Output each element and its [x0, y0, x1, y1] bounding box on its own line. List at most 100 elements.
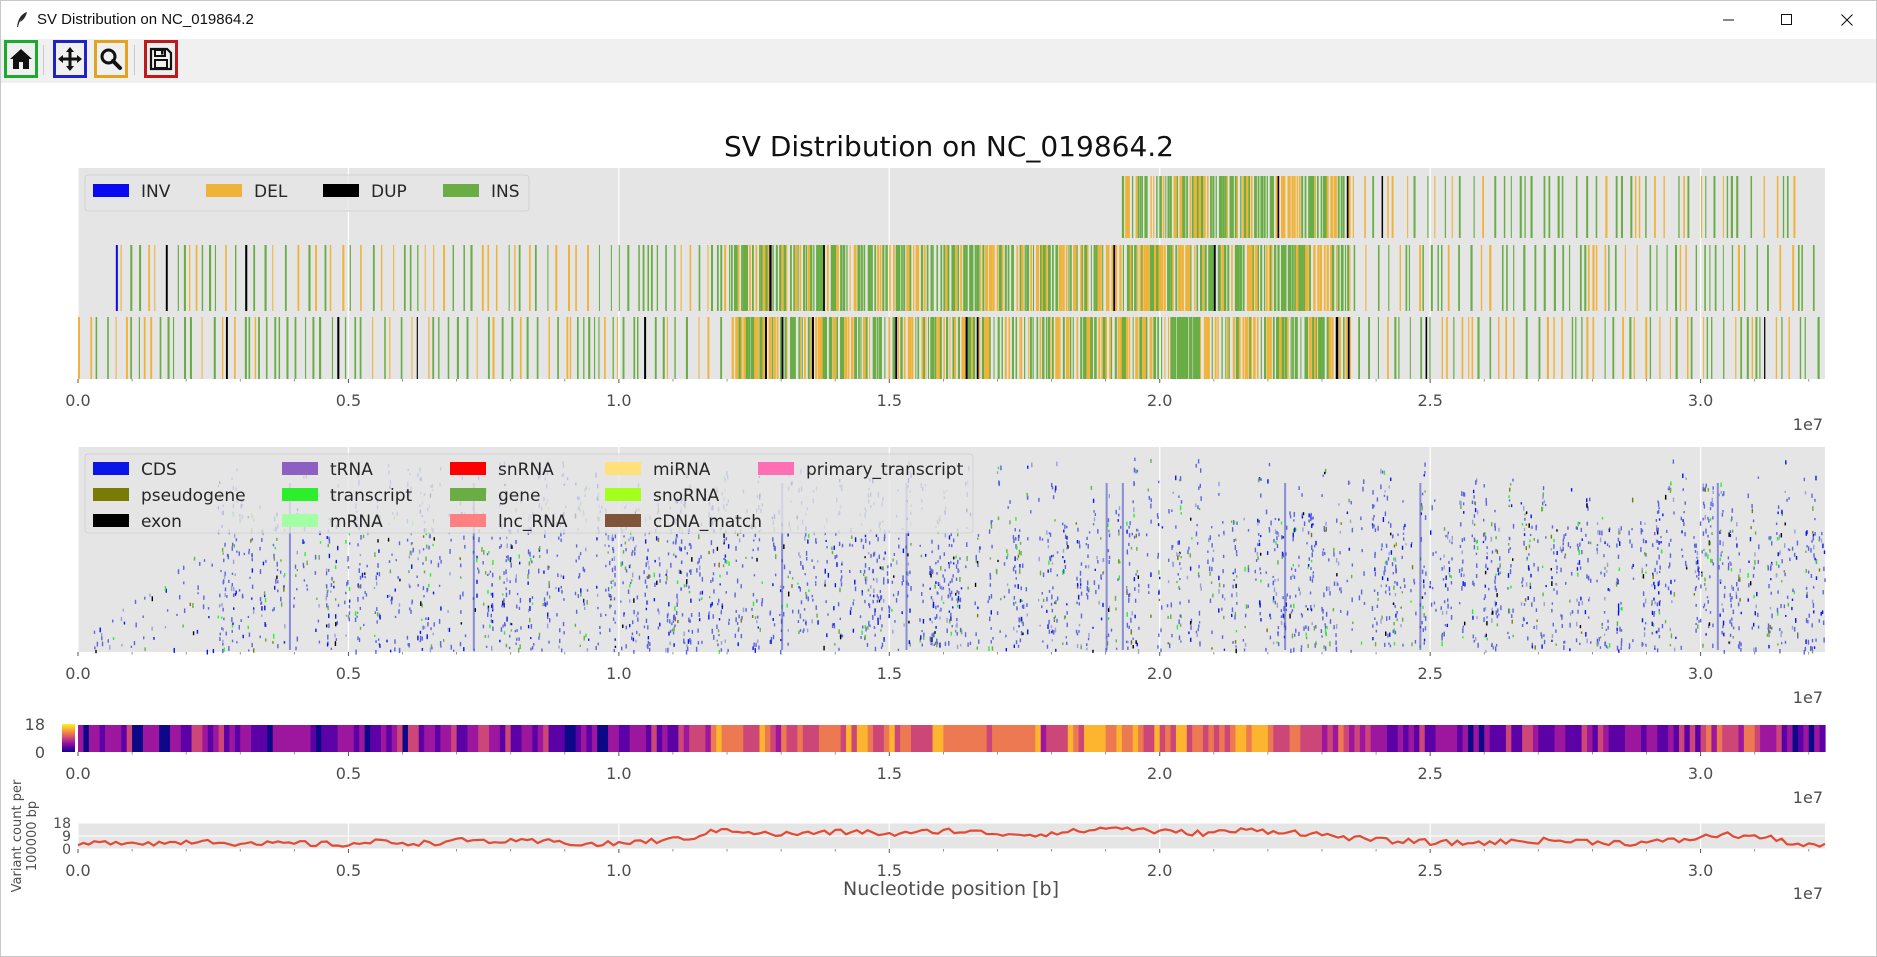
heatmap-cell: [88, 725, 95, 752]
feature-mark: [1395, 613, 1397, 618]
feature-mark: [1150, 519, 1152, 524]
feature-mark: [234, 593, 237, 596]
minimize-button[interactable]: [1701, 1, 1757, 39]
feature-mark: [1767, 629, 1770, 634]
feature-mark: [1396, 610, 1398, 614]
close-button[interactable]: [1819, 1, 1875, 39]
feature-mark: [1795, 618, 1797, 623]
feature-mark: [806, 628, 809, 633]
feature-mark: [1172, 491, 1174, 494]
sv-event-bar: [487, 317, 490, 379]
home-button[interactable]: [4, 40, 38, 78]
feature-mark: [1199, 583, 1202, 589]
figure-canvas[interactable]: SV Distribution on NC_019864.2 INV DEL DUP…: [1, 83, 1876, 956]
sv-event-bar: [1016, 245, 1019, 311]
sv-event-bar: [1704, 245, 1706, 311]
feature-mark: [502, 599, 505, 605]
feature-mark: [1198, 486, 1200, 490]
feature-mark: [1702, 606, 1705, 609]
sv-event-bar: [1254, 245, 1259, 311]
feature-mark: [1235, 592, 1238, 597]
feature-mark: [1730, 519, 1733, 522]
sv-event-bar: [988, 245, 993, 311]
feature-mark: [1471, 609, 1474, 614]
sv-event-bar: [985, 245, 989, 311]
feature-mark: [575, 544, 578, 548]
feature-mark: [505, 559, 507, 563]
feature-mark: [800, 561, 802, 566]
feature-mark: [1166, 604, 1169, 608]
feature-mark: [711, 628, 713, 634]
feature-mark: [1268, 527, 1271, 530]
feature-mark: [861, 630, 863, 635]
feature-mark: [1307, 566, 1309, 569]
sv-event-bar: [971, 317, 974, 379]
feature-mark: [1529, 539, 1531, 543]
feature-mark: [978, 639, 980, 644]
feature-mark: [806, 556, 808, 561]
feature-mark: [942, 574, 944, 578]
feature-mark: [1014, 584, 1016, 588]
feature-mark: [1372, 637, 1374, 641]
feature-mark: [1247, 529, 1250, 532]
feature-mark: [531, 596, 534, 600]
feature-mark: [1654, 532, 1656, 536]
feature-mark: [1221, 607, 1223, 611]
feature-mark: [789, 570, 791, 574]
feature-mark: [1235, 583, 1237, 589]
sv-event-bar: [1287, 245, 1292, 311]
feature-mark: [967, 586, 969, 590]
feature-mark: [1604, 541, 1606, 545]
sv-event-bar: [889, 245, 891, 311]
legend-label: snoRNA: [653, 486, 720, 506]
feature-mark: [854, 586, 857, 592]
feature-mark: [1450, 581, 1453, 585]
sv-event-bar: [785, 245, 788, 311]
feature-mark: [1340, 610, 1342, 613]
feature-mark: [1475, 480, 1477, 485]
feature-mark: [275, 578, 277, 584]
feature-mark: [807, 596, 809, 602]
feature-mark: [1259, 604, 1261, 608]
feature-mark: [412, 547, 414, 552]
feature-mark: [946, 628, 948, 634]
feature-mark: [1822, 590, 1824, 595]
feature-mark: [948, 535, 951, 540]
feature-mark: [756, 620, 758, 624]
sv-event-bar: [1001, 245, 1004, 311]
feature-mark: [1388, 616, 1391, 620]
feature-mark: [1176, 552, 1178, 557]
save-button[interactable]: [144, 40, 178, 78]
feature-mark: [1218, 582, 1221, 588]
sv-event-bar: [1260, 317, 1262, 379]
feature-mark: [1078, 623, 1081, 627]
pan-button[interactable]: [53, 40, 87, 78]
feature-mark: [1200, 587, 1202, 591]
sv-event-bar: [1315, 317, 1317, 379]
feature-mark: [238, 588, 241, 592]
feature-mark: [276, 537, 278, 541]
feature-mark: [1385, 631, 1387, 636]
feature-mark: [1107, 549, 1110, 553]
heatmap-cell: [310, 725, 317, 752]
zoom-button[interactable]: [94, 40, 128, 78]
maximize-button[interactable]: [1759, 1, 1815, 39]
feature-mark: [1601, 516, 1604, 520]
sv-event-bar: [955, 245, 958, 311]
sv-event-bar: [1686, 317, 1689, 379]
feature-mark: [1336, 581, 1338, 587]
feature-mark: [411, 542, 413, 545]
feature-mark: [1018, 625, 1020, 628]
feature-mark: [423, 595, 425, 598]
sv-event-bar: [1782, 176, 1785, 238]
feature-mark: [1472, 634, 1475, 639]
feature-mark: [164, 626, 167, 629]
sv-event-bar: [1344, 245, 1347, 311]
sv-event-bar: [143, 317, 146, 379]
feature-mark: [667, 647, 669, 653]
feature-mark: [516, 629, 518, 632]
feature-mark: [1712, 486, 1714, 490]
feature-mark: [1066, 611, 1068, 615]
sv-event-bar: [1477, 317, 1480, 379]
feature-mark: [1705, 609, 1707, 612]
